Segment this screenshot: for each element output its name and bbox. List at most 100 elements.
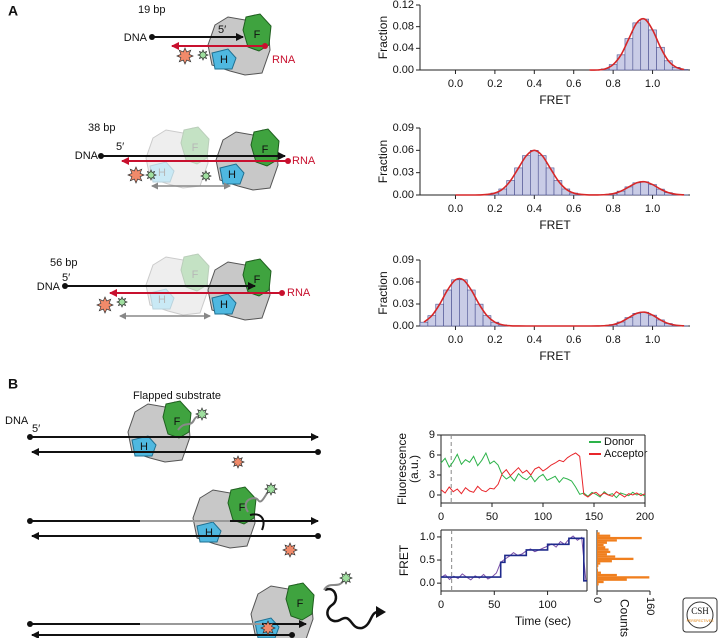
protein: FH (250, 582, 315, 638)
bar (616, 54, 626, 71)
bar (597, 532, 600, 535)
x-tick-label: 0.0 (448, 203, 463, 215)
bar (459, 279, 468, 327)
x-tick-label: 150 (585, 511, 603, 523)
bar (553, 180, 563, 196)
dye-star (116, 296, 128, 308)
y-tick-label: 0 (429, 489, 435, 501)
bar (597, 541, 607, 544)
y-tick-label: 0.06 (393, 144, 414, 156)
y-tick-label: 0.03 (393, 167, 414, 179)
bar (597, 573, 617, 577)
y-tick-label: 3 (429, 469, 435, 481)
x-tick-label: 200 (636, 511, 654, 523)
bar (640, 18, 649, 71)
bar (597, 536, 642, 540)
f-domain (180, 253, 210, 292)
five-prime: 5′ (32, 423, 40, 435)
protein: FH (145, 126, 210, 189)
bar (632, 22, 642, 71)
logo-subtext: PERSPECTIVES (687, 619, 715, 623)
length-label: 19 bp (138, 4, 166, 16)
protein: FH (145, 253, 210, 316)
bar (597, 571, 601, 574)
diagrams: FHFHFHFHFHFHFHFH (27, 13, 386, 638)
series-line (441, 537, 587, 582)
y-tick-label: 0.0 (420, 577, 435, 589)
x-tick-label: 0.2 (487, 78, 502, 90)
length-label: 56 bp (50, 257, 78, 269)
x-axis-label: FRET (539, 93, 571, 107)
h-label: H (158, 167, 166, 179)
dna-label: DNA (124, 32, 148, 44)
legend-label: Donor (604, 436, 634, 448)
logo: CSH PERSPECTIVES (682, 597, 718, 633)
f-label: F (254, 29, 261, 41)
dye-star (282, 542, 298, 558)
y-axis-label: Fraction (376, 16, 390, 59)
h-domain (149, 161, 175, 183)
y-tick-label: 0.09 (393, 254, 414, 266)
bar (506, 180, 515, 196)
bar (451, 279, 460, 327)
bar (664, 60, 673, 71)
y-tick-label: 9 (429, 429, 435, 441)
f-label: F (192, 269, 199, 281)
bar (597, 569, 598, 572)
dye-star (127, 166, 145, 184)
x-tick-label: 1.0 (645, 334, 660, 346)
flap (324, 587, 379, 630)
dye-star (96, 296, 114, 314)
f-label: F (297, 598, 304, 610)
bar (597, 562, 601, 565)
bar (597, 543, 604, 547)
dna-label: DNA (5, 415, 29, 427)
strand-end (149, 34, 155, 40)
bar (597, 548, 609, 551)
dye-star (195, 407, 209, 421)
x-tick-label: 50 (488, 599, 500, 611)
panel-label: A (8, 3, 18, 19)
x-tick-label: 0.6 (566, 78, 581, 90)
panel-label: B (8, 376, 18, 392)
x-tick-label: 50 (486, 511, 498, 523)
x-tick-label: 0 (591, 597, 603, 603)
bar (597, 560, 612, 563)
y-tick-label: 0.5 (420, 554, 435, 566)
y-tick-label: 0.09 (393, 122, 414, 134)
x-tick-label: 0.8 (605, 203, 620, 215)
flap (244, 489, 271, 513)
y-tick-label: 0.12 (393, 0, 414, 11)
series-line (440, 452, 646, 498)
x-axis-label: Counts (617, 599, 631, 637)
strand-end (98, 153, 104, 159)
f-label: F (192, 142, 199, 154)
y-axis-label: (a.u.) (407, 455, 421, 483)
strand-end (315, 533, 321, 539)
rna-label: RNA (292, 155, 316, 167)
dye-star (145, 169, 157, 181)
f-label: F (239, 502, 246, 514)
dye-star (176, 47, 194, 65)
x-tick-label: 0.0 (448, 334, 463, 346)
fit-curve (455, 149, 685, 196)
y-tick-label: 0.00 (393, 189, 414, 201)
flap-end (376, 606, 386, 618)
y-tick-label: 0.00 (393, 320, 414, 332)
strand-end (279, 290, 285, 296)
flap (249, 513, 265, 531)
x-tick-label: 0.8 (605, 78, 620, 90)
strand-end (27, 518, 33, 524)
x-tick-label: 160 (644, 597, 656, 615)
bar (597, 550, 611, 554)
bar (597, 578, 627, 581)
bar (482, 315, 492, 327)
x-axis-label: FRET (539, 218, 571, 232)
bar (597, 557, 634, 561)
x-tick-label: 0 (438, 511, 444, 523)
x-tick-label: 0.8 (605, 334, 620, 346)
y-tick-label: 0.06 (393, 276, 414, 288)
five-prime: 5′ (218, 24, 226, 36)
bar (597, 564, 599, 567)
